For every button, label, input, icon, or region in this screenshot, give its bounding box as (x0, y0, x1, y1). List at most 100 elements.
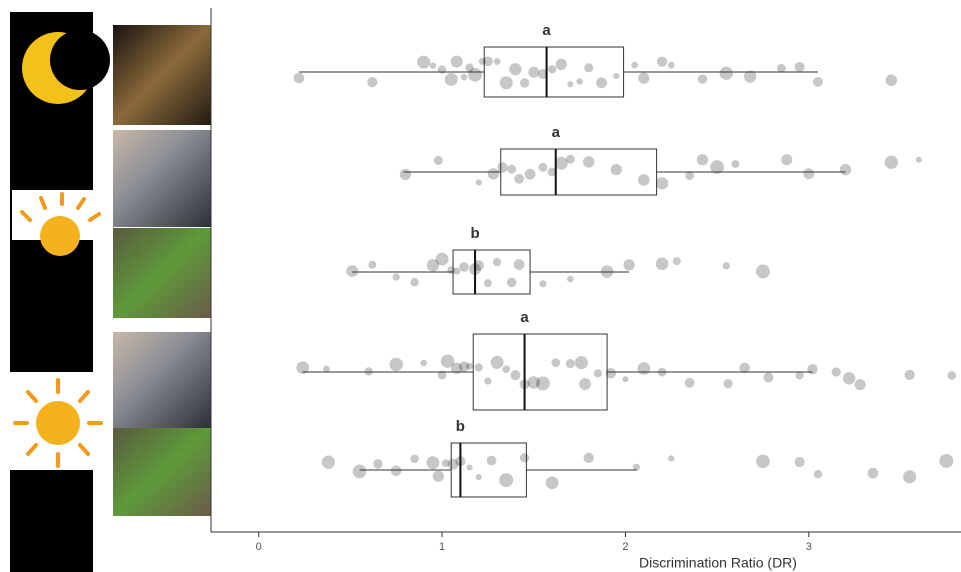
data-point (538, 162, 548, 172)
data-point (884, 155, 899, 170)
x-tick-label: 1 (439, 541, 445, 553)
x-axis-label: Discrimination Ratio (DR) (639, 555, 797, 571)
group-letter: b (456, 418, 465, 435)
data-point (739, 362, 750, 374)
data-point (437, 370, 447, 380)
data-point (537, 68, 548, 80)
data-point (947, 371, 957, 380)
data-point (410, 277, 419, 287)
data-point (613, 73, 620, 80)
data-point (458, 361, 470, 372)
data-point (483, 279, 492, 288)
data-point (638, 72, 650, 84)
data-point (903, 470, 917, 484)
data-point (655, 257, 669, 271)
data-point (657, 56, 668, 67)
photo (113, 428, 211, 516)
box (500, 148, 658, 196)
data-point (794, 456, 805, 468)
data-point (444, 72, 458, 86)
photo (113, 228, 211, 318)
data-point (554, 156, 568, 170)
data-point (364, 367, 373, 376)
data-point (426, 456, 440, 470)
data-point (473, 260, 485, 271)
group-letter: a (520, 309, 529, 326)
data-point (507, 164, 517, 174)
data-point (293, 72, 305, 84)
data-point (667, 61, 675, 69)
data-point (885, 74, 898, 87)
data-point (781, 154, 793, 166)
data-point (519, 453, 530, 463)
box (450, 442, 527, 498)
data-point (474, 363, 483, 372)
data-point (547, 167, 557, 177)
data-point (565, 359, 575, 369)
data-point (524, 168, 536, 180)
data-point (696, 154, 709, 166)
data-point (854, 379, 866, 391)
data-point (605, 367, 617, 379)
group-letter: a (542, 22, 551, 39)
data-point (509, 63, 522, 76)
data-point (528, 66, 540, 78)
data-point (842, 372, 856, 385)
data-point (697, 74, 708, 84)
data-point (513, 259, 525, 270)
data-point (567, 275, 574, 283)
moon-icon (22, 30, 110, 104)
data-point (450, 55, 463, 68)
data-point (432, 470, 444, 482)
data-point (574, 356, 588, 370)
data-point (441, 459, 450, 468)
data-point (547, 65, 557, 74)
data-point (368, 260, 377, 269)
data-point (453, 267, 461, 275)
box (452, 249, 531, 295)
data-point (475, 179, 482, 186)
data-point (460, 73, 468, 81)
data-point (839, 163, 852, 176)
data-point (535, 376, 550, 391)
data-point (321, 455, 335, 469)
x-tick-label: 3 (806, 541, 812, 553)
data-point (420, 359, 427, 367)
data-point (579, 378, 592, 390)
data-point (482, 56, 493, 67)
data-point (539, 280, 547, 288)
data-point (710, 160, 725, 174)
data-point (497, 162, 508, 173)
data-point (392, 273, 400, 281)
data-point (466, 464, 473, 471)
data-point (346, 265, 359, 278)
data-point (433, 155, 443, 165)
group-letter: b (470, 225, 479, 242)
data-point (527, 376, 540, 389)
data-point (795, 371, 804, 380)
data-point (426, 258, 440, 272)
data-point (637, 362, 651, 375)
data-point (435, 252, 449, 266)
data-point (510, 370, 521, 381)
x-tick-label: 0 (256, 541, 262, 553)
data-point (506, 277, 517, 288)
data-point (389, 357, 403, 372)
data-point (723, 378, 733, 389)
data-point (583, 452, 594, 463)
data-point (502, 365, 511, 374)
data-point (499, 473, 514, 488)
box (483, 46, 625, 98)
data-point (904, 369, 915, 381)
data-point (622, 376, 629, 383)
data-point (484, 377, 492, 385)
data-point (487, 168, 500, 180)
data-point (410, 454, 419, 464)
data-point (803, 168, 815, 180)
data-point (576, 78, 583, 85)
data-point (596, 77, 608, 89)
data-point (655, 177, 669, 190)
group-letter: a (552, 124, 561, 141)
data-point (776, 63, 786, 73)
